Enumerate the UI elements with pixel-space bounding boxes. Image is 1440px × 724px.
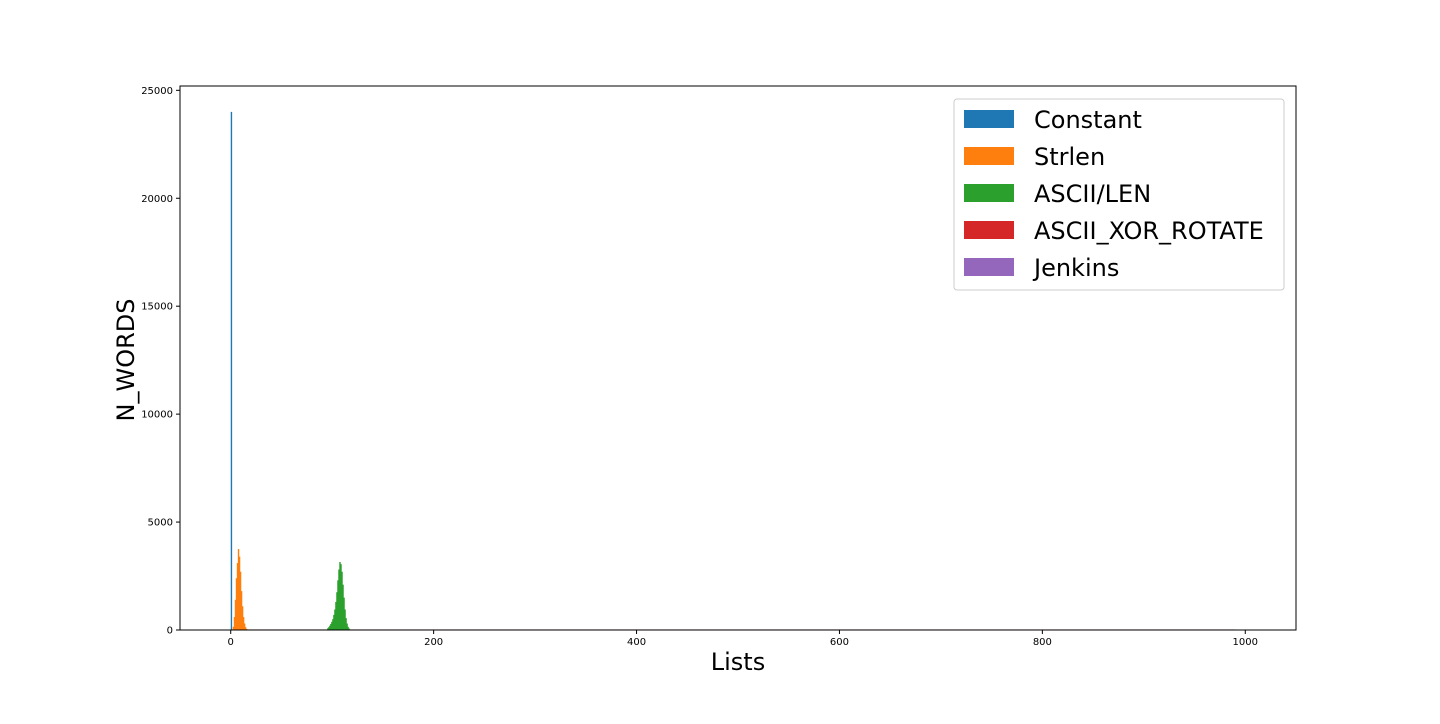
- bar: [234, 599, 237, 630]
- legend-label: Strlen: [1034, 143, 1105, 171]
- bar: [239, 571, 242, 630]
- plot-frame: [179, 85, 1297, 631]
- legend-label: ASCII/LEN: [1034, 180, 1151, 208]
- legend-label: Constant: [1034, 106, 1142, 134]
- y-tick-label: 10000: [141, 410, 173, 421]
- bar: [230, 111, 233, 630]
- bar: [346, 623, 348, 630]
- bar: [348, 628, 350, 630]
- x-tick-label: 0: [228, 637, 234, 648]
- bar: [332, 619, 334, 630]
- y-tick-label: 25000: [141, 86, 173, 97]
- x-tick-label: 1000: [1233, 637, 1258, 648]
- y-tick-label: 20000: [141, 194, 173, 205]
- x-tick-label: 800: [1033, 637, 1052, 648]
- bar: [335, 601, 337, 630]
- y-tick-label: 5000: [148, 518, 173, 529]
- bar: [341, 571, 343, 630]
- bar: [344, 609, 346, 630]
- bar: [244, 627, 247, 630]
- bar: [236, 563, 239, 630]
- x-tick-label: 600: [830, 637, 849, 648]
- x-tick-label: 400: [627, 637, 646, 648]
- bar: [340, 564, 342, 630]
- legend-box: [953, 98, 1285, 291]
- bar: [337, 580, 339, 630]
- legend: Constant Strlen ASCII/LEN ASCII_XOR_ROTATE J…: [953, 98, 1285, 291]
- bar: [238, 556, 241, 630]
- legend-swatch: [964, 110, 1014, 128]
- bar: [338, 569, 340, 630]
- bar: [235, 578, 238, 630]
- x-axis: 0 200 400 600 800 1000: [228, 630, 1258, 648]
- bar: [327, 628, 329, 630]
- bar: [336, 592, 338, 630]
- bar: [331, 621, 333, 630]
- y-axis: 0 5000 10000 15000 20000 25000: [141, 86, 180, 637]
- legend-swatch: [964, 184, 1014, 202]
- bar: [243, 623, 246, 630]
- bar: [232, 626, 235, 630]
- bar: [342, 584, 344, 630]
- bar: [347, 626, 349, 630]
- bar: [245, 628, 248, 630]
- bar: [329, 625, 331, 630]
- bar: [345, 618, 347, 630]
- legend-label: ASCII_XOR_ROTATE: [1034, 217, 1264, 245]
- x-tick-label: 200: [424, 637, 443, 648]
- bar: [241, 606, 244, 630]
- y-tick-label: 0: [167, 626, 173, 637]
- bar: [242, 617, 245, 630]
- bar: [237, 549, 240, 630]
- bar: [240, 591, 243, 630]
- y-axis-label: N_WORDS: [112, 299, 140, 422]
- legend-swatch: [964, 258, 1014, 276]
- x-axis-label: Lists: [711, 648, 765, 676]
- bar: [330, 623, 332, 630]
- bar: [334, 609, 336, 630]
- bar: [233, 617, 236, 630]
- legend-swatch: [964, 147, 1014, 165]
- bar: [339, 562, 341, 630]
- bar: [343, 597, 345, 630]
- bar: [333, 614, 335, 630]
- y-tick-label: 15000: [141, 302, 173, 313]
- bar: [328, 627, 330, 630]
- legend-label: Jenkins: [1032, 254, 1119, 282]
- legend-swatch: [964, 221, 1014, 239]
